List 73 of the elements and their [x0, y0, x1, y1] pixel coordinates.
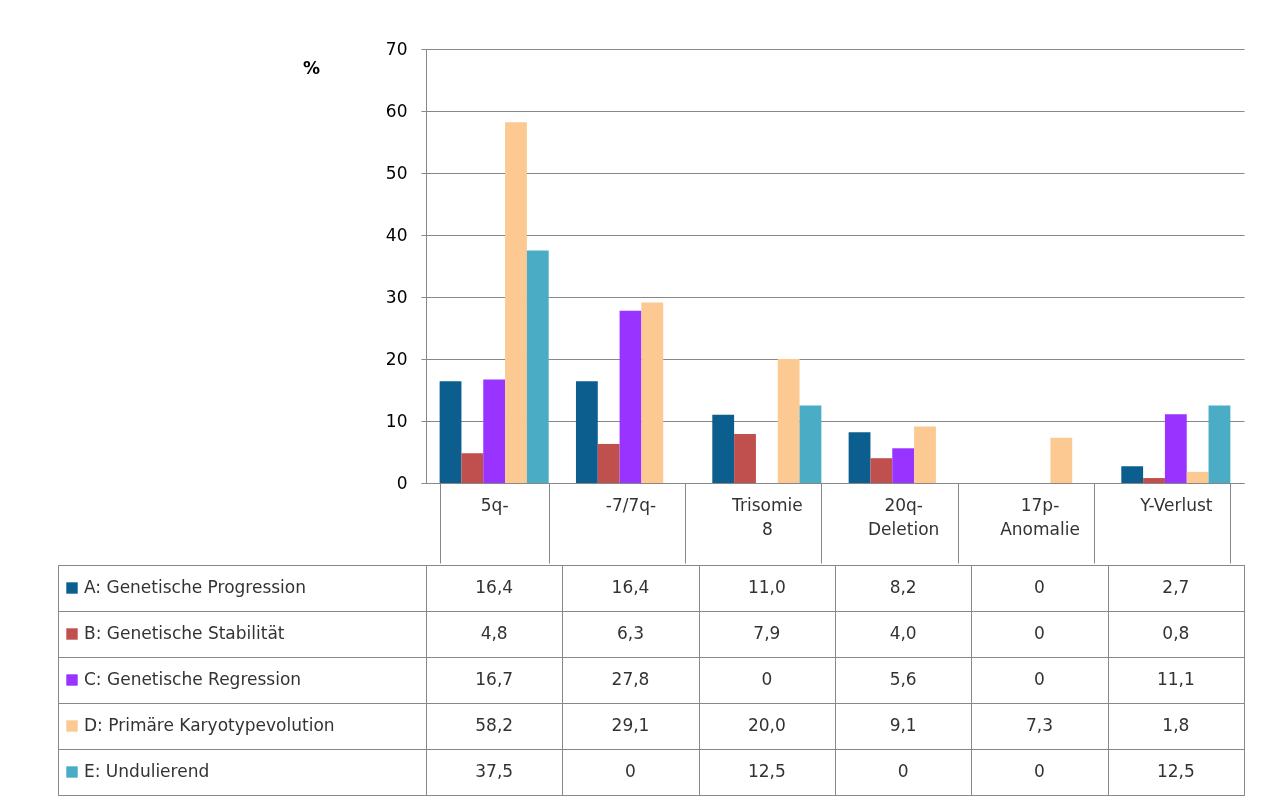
- data-label: 20,0: [747, 715, 786, 735]
- bar: [777, 359, 800, 483]
- y-tick-label: 70: [385, 38, 408, 59]
- data-label: 27,8: [611, 669, 650, 689]
- legend-label: B: Genetische Stabilität: [84, 623, 285, 643]
- x-tick-label: Trisomie 8: [731, 494, 803, 539]
- data-label: 12,5: [1156, 761, 1195, 781]
- legend-label: D: Primäre Karyotypevolution: [84, 715, 335, 735]
- data-label: 16,4: [475, 577, 514, 597]
- bar: [439, 381, 462, 483]
- bar: [1143, 478, 1165, 483]
- x-tick-label: 20q-Deletion: [868, 494, 940, 539]
- data-label: 4,0: [889, 623, 917, 643]
- bar: [575, 381, 598, 483]
- data-label: 16,7: [475, 669, 514, 689]
- bar: [1164, 414, 1187, 483]
- bar: [1050, 437, 1073, 483]
- data-label: 0: [625, 761, 636, 781]
- bar: [799, 405, 822, 483]
- bar: [641, 302, 664, 483]
- x-tick-label: Y-Verlust: [1139, 494, 1213, 515]
- data-label: 11,1: [1156, 669, 1195, 689]
- y-tick-label: 60: [385, 100, 408, 121]
- bar: [1186, 471, 1209, 483]
- bar: [505, 122, 527, 483]
- y-tick-label: 30: [385, 286, 408, 307]
- bar: [1208, 405, 1231, 483]
- bar: [870, 458, 893, 483]
- data-label: 58,2: [475, 715, 514, 735]
- data-label: 0: [1034, 761, 1045, 781]
- bar: [483, 379, 506, 483]
- bar: [914, 426, 936, 483]
- y-axis-title: %: [302, 57, 321, 78]
- data-label: 0,8: [1162, 623, 1190, 643]
- bar: [526, 250, 549, 483]
- bar: [712, 414, 735, 483]
- data-label: 0: [1034, 577, 1045, 597]
- data-label: 7,9: [753, 623, 781, 643]
- legend-label: C: Genetische Regression: [84, 669, 302, 689]
- y-tick-label: 20: [385, 348, 408, 369]
- legend-label: E: Undulierend: [84, 761, 210, 781]
- data-label: 5,6: [889, 669, 917, 689]
- data-label: 0: [1034, 669, 1045, 689]
- data-label: 7,3: [1025, 715, 1054, 735]
- bar: [597, 443, 620, 483]
- x-tick-label: 17p-Anomalie: [1000, 494, 1080, 539]
- data-label: 6,3: [616, 623, 645, 643]
- data-label: 8,2: [889, 577, 917, 597]
- data-label: 2,7: [1162, 577, 1190, 597]
- y-tick-label: 0: [396, 472, 408, 493]
- data-label: 11,0: [747, 577, 786, 597]
- data-label: 0: [761, 669, 773, 689]
- data-label: 37,5: [475, 761, 514, 781]
- data-label: 9,1: [889, 715, 917, 735]
- bar: [619, 310, 642, 483]
- data-label: 4,8: [480, 623, 508, 643]
- data-label: 0: [897, 761, 909, 781]
- x-tick-label: 5q-: [480, 494, 509, 515]
- y-tick-label: 40: [385, 224, 408, 245]
- data-label: 16,4: [611, 577, 650, 597]
- bar: [461, 453, 484, 483]
- data-label: 0: [1034, 623, 1045, 643]
- x-tick-label: -7/7q-: [605, 494, 657, 515]
- bar: [848, 432, 871, 483]
- data-label: 29,1: [611, 715, 650, 735]
- bar: [1121, 466, 1144, 483]
- data-label: 12,5: [747, 761, 786, 781]
- bar: [892, 448, 915, 483]
- data-label: 1,8: [1162, 715, 1190, 735]
- y-tick-label: 10: [385, 410, 408, 431]
- legend-label: A: Genetische Progression: [84, 577, 307, 597]
- y-tick-label: 50: [385, 162, 408, 183]
- bar: [734, 434, 756, 483]
